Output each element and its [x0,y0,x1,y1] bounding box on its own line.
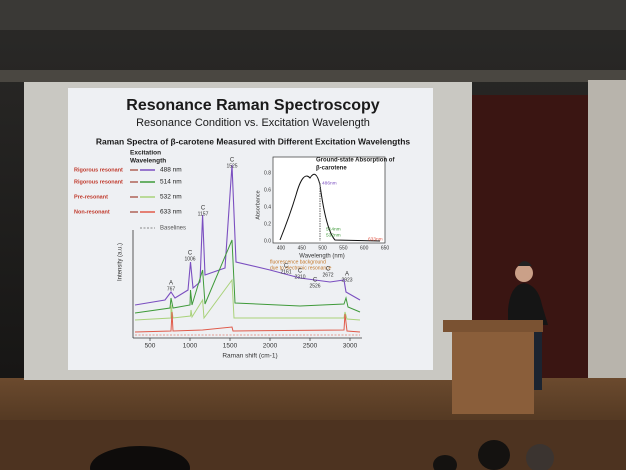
peak-shift: 2672 [322,272,333,278]
legend-wavelength: 488 nm [160,167,182,174]
peak-shift: 2923 [341,277,352,283]
peak-shift: 1006 [184,256,195,262]
inset-y-tick-label: 0.4 [264,204,271,210]
annotation: fluorescence background [270,259,326,265]
peak-shift: 1157 [198,211,209,217]
inset-marker: 633nm [368,236,383,242]
legend-baselines: Baselines [160,226,186,232]
absorption-curve [279,173,381,242]
legend-condition: Rigorous resonant [74,179,123,185]
inset-x-tick-label: 650 [381,245,390,251]
peak-band: C [284,264,289,270]
inset-y-tick-label: 0.0 [264,238,271,244]
chart-title: Raman Spectra of β-carotene Measured wit… [96,136,411,146]
speaker-body [508,283,548,325]
podium-top [443,320,543,332]
legend-heading: Excitation [130,150,161,157]
audience-head [526,444,554,470]
inset-marker: 532nm [326,232,341,238]
annotation: due to electronic resonance [270,265,332,271]
peak-shift: 767 [167,286,176,292]
inset-x-tick-label: 450 [298,245,307,251]
speaker-head [515,264,533,282]
inset-title: β-carotene [316,166,347,172]
ceiling [0,0,626,30]
spectrum-514 [134,239,361,314]
peak-shift: 1525 [226,163,237,169]
peak-band: A [345,272,349,278]
x-axis-label: Raman shift (cm-1) [222,353,277,360]
legend-heading: Wavelength [130,158,166,165]
peak-shift: 2161 [280,269,291,275]
inset-x-tick-label: 500 [318,245,327,251]
peak-band: C [201,206,206,212]
audience-head [478,440,510,470]
peak-band: C [188,251,193,257]
peak-band: A [169,281,173,287]
legend-wavelength: 532 nm [160,194,182,201]
inset-y-tick-label: 0.8 [264,170,271,176]
inset-x-tick-label: 400 [277,245,286,251]
pillar [588,80,626,390]
inset-marker: 514nm [326,226,341,232]
legend-condition: Non-resonant [74,209,110,215]
x-tick-label: 1500 [223,343,238,350]
legend-condition: Pre-resonant [74,194,108,200]
slide-content: Resonance Raman Spectroscopy Resonance C… [74,97,410,360]
slide-subtitle: Resonance Condition vs. Excitation Wavel… [136,117,370,129]
inset-y-tick-label: 0.2 [264,221,271,227]
x-tick-label: 1000 [183,343,198,350]
slide-title: Resonance Raman Spectroscopy [126,97,380,114]
audience-head [90,446,190,470]
x-tick-label: 2500 [303,343,318,350]
peak-band: C [313,278,318,284]
legend-wavelength: 633 nm [160,209,182,216]
peak-band: C [326,267,331,273]
inset-x-label: Wavelength (nm) [299,254,344,260]
legend-wavelength: 514 nm [160,179,182,186]
peak-shift: 2526 [309,283,320,289]
legend-condition: Rigorous resonant [74,167,123,173]
spectrum-488 [134,164,361,306]
spectrum-633 [134,311,361,333]
peak-band: C [298,269,303,275]
inset-x-tick-label: 600 [360,245,369,251]
speaker-hair [518,261,532,266]
inset-y-tick-label: 0.6 [264,187,271,193]
peak-band: C [230,158,235,164]
x-tick-label: 2000 [263,343,278,350]
podium [452,332,534,414]
audience-head [433,455,457,470]
peak-shift: 2310 [294,274,305,280]
inset-marker: 486nm [322,180,337,186]
inset-y-label: Absorbance [255,190,261,219]
inset-x-tick-label: 550 [339,245,348,251]
y-axis-label: Intensity (a.u.) [118,243,124,281]
beam [0,70,626,82]
inset-title: Ground-state Absorption of [316,158,395,164]
x-tick-label: 500 [145,343,156,350]
x-tick-label: 3000 [343,343,358,350]
